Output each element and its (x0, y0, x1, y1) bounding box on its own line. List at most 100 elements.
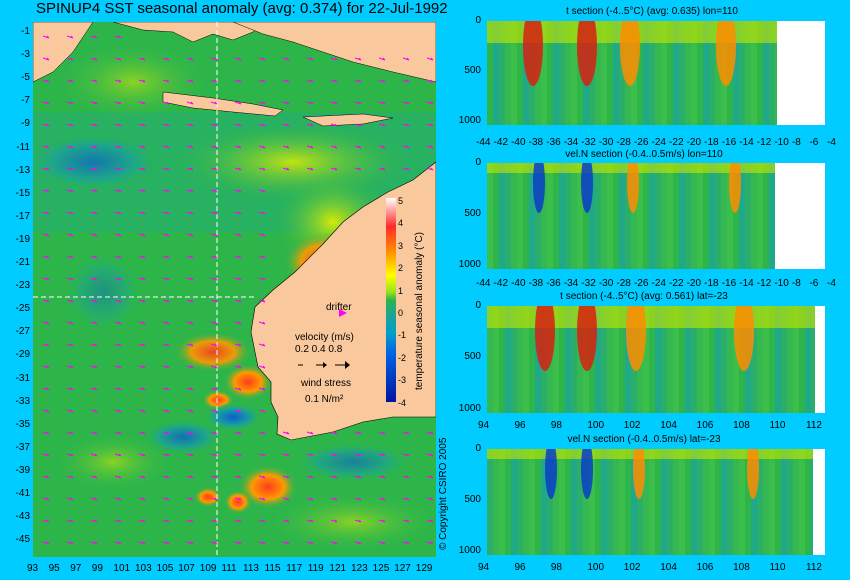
wind-arrow (138, 145, 146, 149)
velocity-label: velocity (m/s) (295, 332, 354, 343)
section-depth-tick: 1000 (458, 402, 481, 414)
wind-arrow (378, 57, 386, 61)
wind-arrow (114, 79, 122, 83)
wind-arrow (90, 277, 98, 281)
wind-arrow (402, 167, 410, 171)
wind-arrow (138, 541, 146, 545)
colorbar-tick: 0 (398, 308, 404, 318)
colorbar-tick: 2 (398, 263, 404, 274)
section-x-tick: -34 (563, 137, 579, 148)
wind-arrow (258, 167, 266, 171)
wind-arrow (234, 541, 242, 545)
wind-arrow (210, 255, 218, 259)
section-x-tick: -22 (669, 137, 684, 148)
wind-arrow (234, 519, 242, 523)
wind-arrow (234, 343, 242, 347)
section-x-tick: 108 (733, 420, 750, 431)
section-x-tick: -6 (809, 278, 819, 289)
wind-arrow (66, 233, 74, 237)
wind-arrow (90, 79, 98, 83)
wind-arrow (258, 233, 266, 237)
wind-arrow (258, 211, 266, 215)
latitude-tick: -27 (15, 326, 30, 338)
longitude-tick: 99 (91, 563, 103, 574)
section-x-tick: 94 (478, 562, 490, 573)
wind-arrow (186, 145, 194, 149)
longitude-tick: 117 (286, 563, 303, 574)
wind-arrow (114, 475, 122, 479)
section-x-tick: 104 (660, 420, 677, 431)
wind-arrow (354, 101, 362, 105)
wind-arrow (90, 387, 98, 391)
wind-arrow (42, 233, 50, 237)
wind-arrow (258, 431, 266, 435)
wind-arrow (282, 101, 290, 105)
wind-arrow (210, 519, 218, 523)
longitude-tick: 109 (199, 563, 217, 574)
wind-arrow (258, 101, 266, 105)
wind-arrow (90, 431, 98, 435)
wind-arrow (162, 431, 170, 435)
longitude-tick: 113 (243, 563, 259, 574)
latitude-tick: -43 (15, 511, 30, 523)
section-depth-tick: 500 (464, 493, 481, 505)
wind-arrow (234, 145, 242, 149)
section-x-tick: -32 (581, 278, 596, 289)
wind-arrow (42, 321, 50, 325)
wind-arrow (162, 453, 170, 457)
wind-arrow (138, 101, 146, 105)
section-plot (487, 306, 825, 413)
section-x-tick: 102 (623, 562, 641, 573)
wind-arrow (282, 497, 290, 501)
wind-arrow (306, 497, 314, 501)
wind-arrow (114, 299, 122, 303)
latitude-tick: -33 (15, 395, 30, 407)
wind-arrow (42, 475, 50, 479)
wind-arrow (114, 167, 122, 171)
wind-arrow (354, 541, 362, 545)
section-x-tick: -24 (651, 278, 666, 289)
wind-arrow (234, 123, 242, 127)
wind-arrow (138, 497, 146, 501)
section-x-tick: -44 (476, 137, 491, 148)
longitude-tick: 107 (178, 563, 195, 574)
section-x-tick: 98 (550, 420, 562, 431)
wind-arrow (210, 299, 218, 303)
wind-arrow (162, 123, 170, 127)
wind-arrow (210, 431, 218, 435)
latitude-tick: -37 (15, 441, 30, 453)
wind-arrow (354, 145, 362, 149)
wind-arrow (282, 519, 290, 523)
wind-arrow (354, 167, 362, 171)
wind-arrow (162, 321, 170, 325)
wind-arrow (66, 123, 74, 127)
velocity-scale: 0.2 0.4 0.8 (295, 344, 343, 355)
section-title: t section (-4..5°C) (avg: 0.635) lon=110 (566, 6, 738, 17)
wind-arrow (186, 475, 194, 479)
longitude-tick: 129 (415, 563, 433, 574)
section-x-tick: -26 (633, 137, 649, 148)
wind-arrow (138, 277, 146, 281)
copyright: © Copyright CSIRO 2005 (438, 437, 449, 550)
section-plot (487, 163, 825, 269)
section-x-tick: -18 (704, 278, 719, 289)
wind-arrow (138, 387, 146, 391)
wind-arrow (114, 189, 122, 193)
wind-arrow (138, 189, 146, 193)
wind-arrow (186, 123, 194, 127)
wind-arrow (114, 211, 122, 215)
wind-arrow (186, 387, 194, 391)
wind-arrow (234, 211, 242, 215)
wind-arrow (90, 299, 98, 303)
wind-arrow (234, 233, 242, 237)
section-x-tick: 102 (623, 420, 641, 431)
wind-arrow (90, 497, 98, 501)
wind-arrow (42, 123, 50, 127)
wind-arrow (114, 35, 122, 39)
longitude-tick: 103 (135, 563, 152, 574)
section-image (487, 21, 825, 125)
wind-arrow (186, 101, 194, 105)
wind-arrow (66, 57, 74, 61)
longitude-tick: 123 (351, 563, 368, 574)
wind-arrow (234, 57, 242, 61)
